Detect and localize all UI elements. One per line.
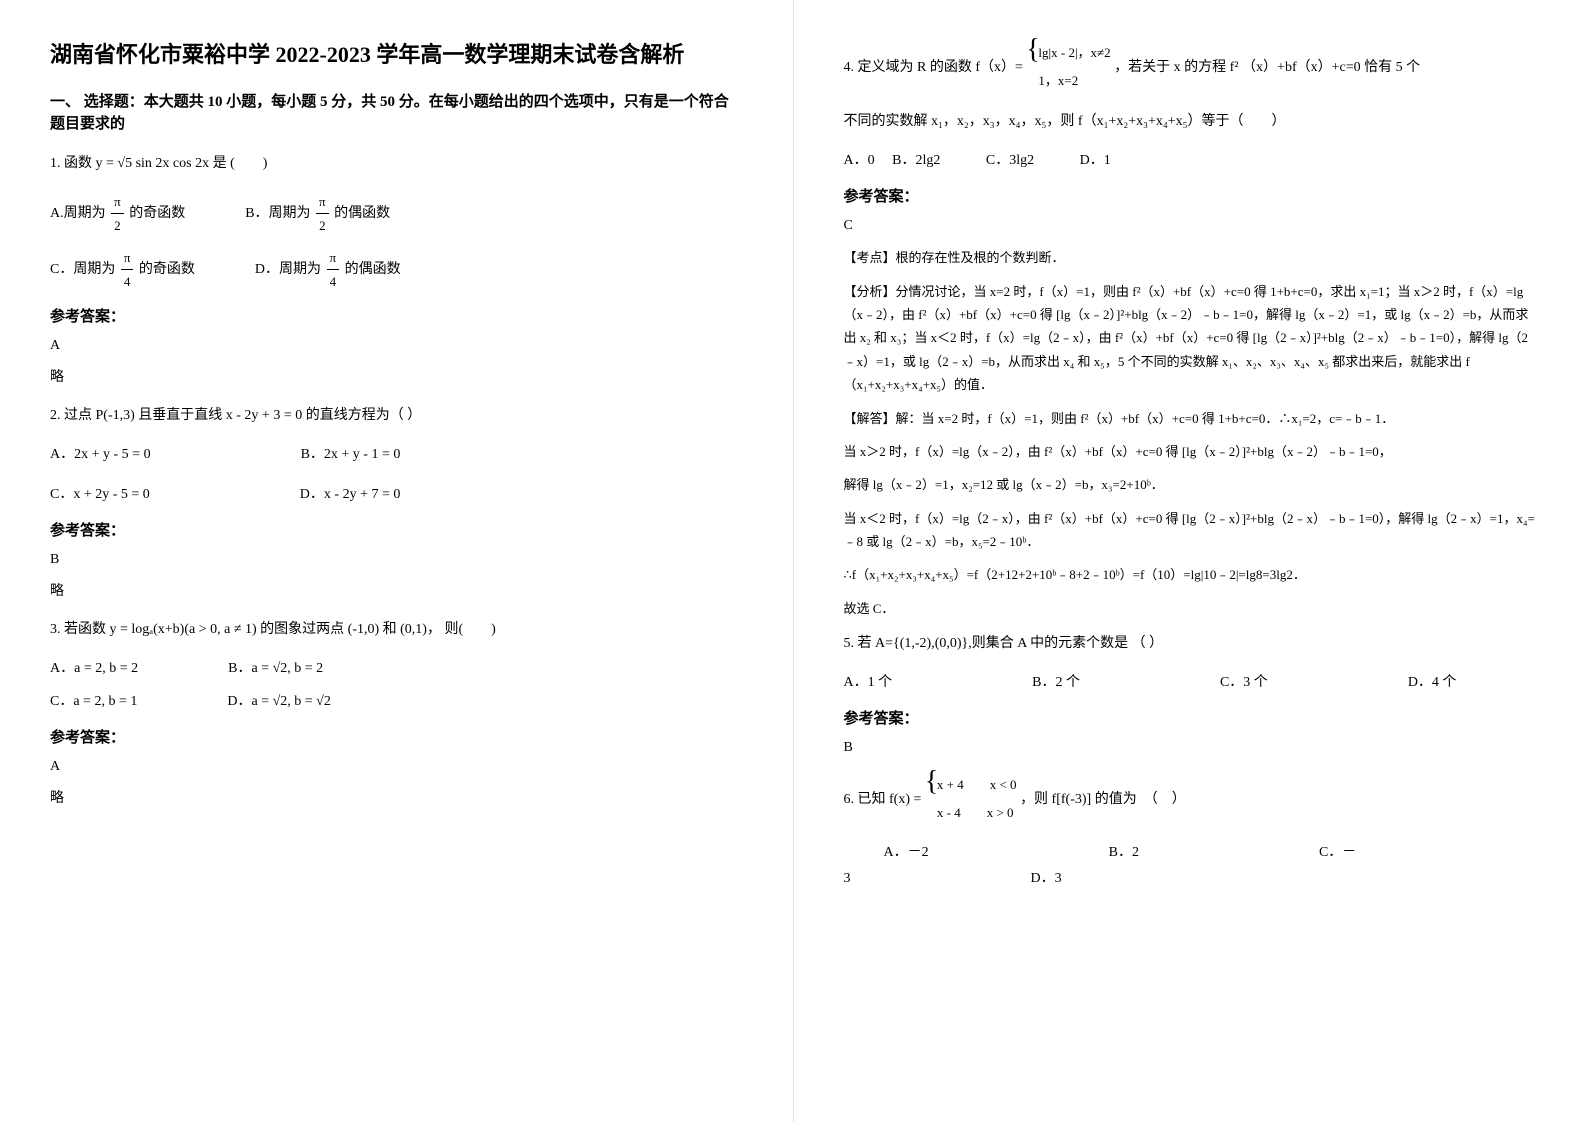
q4-piecewise: lg|x - 2|，x≠2 1，x=2	[1026, 40, 1110, 96]
q5-ans: B	[844, 740, 1538, 756]
q5-stem: 5. 若 A={(1,-2),(0,0)},则集合 A 中的元素个数是 （ ）	[844, 630, 1538, 658]
section-heading: 一、 选择题：本大题共 10 小题，每小题 5 分，共 50 分。在每小题给出的…	[50, 91, 743, 136]
q2-opt-a: A．2x + y - 5 = 0	[50, 442, 151, 467]
q6-options: A．－2 B．2 C．－ 3 D．3	[844, 840, 1538, 890]
q4-opt-b: B．2lg2	[892, 153, 940, 168]
q1-ans-label: 参考答案：	[50, 305, 743, 326]
q4-fx: 【分析】分情况讨论，当 x=2 时，f（x）=1，则由 f²（x）+bf（x）+…	[844, 280, 1538, 397]
q4-options: A．0 B．2lg2 C．3lg2 D．1	[844, 148, 1538, 173]
q4-opt-c: C．3lg2	[986, 153, 1034, 168]
q1-opt-c: C．周期为 π4 的奇函数	[50, 246, 195, 294]
q4-jd5: ∴f（x₁+x₂+x₃+x₄+x₅）=f（2+12+2+10ᵇ﹣8+2﹣10ᵇ）…	[844, 563, 1538, 586]
q1-opt-b: B．周期为 π2 的偶函数	[245, 190, 390, 238]
q4-ans: C	[844, 218, 1538, 234]
q2-opt-d: D．x - 2y + 7 = 0	[300, 482, 401, 507]
q2-ans: B	[50, 552, 743, 568]
q4-jd2: 当 x＞2 时，f（x）=lg（x﹣2），由 f²（x）+bf（x）+c=0 得…	[844, 440, 1538, 463]
q6-stem: 6. 已知 f(x) = x + 4 x < 0 x - 4 x > 0 ，则 …	[844, 772, 1538, 828]
q1-note: 略	[50, 366, 743, 386]
q5-ans-label: 参考答案：	[844, 707, 1538, 728]
q3-opt-a: A．a = 2, b = 2	[50, 656, 138, 681]
q4-jd6: 故选 C．	[844, 597, 1538, 620]
q3-options: A．a = 2, b = 2 B．a = √2, b = 2 C．a = 2, …	[50, 656, 743, 714]
page: 湖南省怀化市粟裕中学 2022-2023 学年高一数学理期末试卷含解析 一、 选…	[0, 0, 1587, 1122]
q3-note: 略	[50, 787, 743, 807]
q3-opt-c: C．a = 2, b = 1	[50, 689, 137, 714]
doc-title: 湖南省怀化市粟裕中学 2022-2023 学年高一数学理期末试卷含解析	[50, 40, 743, 71]
q1-opt-a: A.周期为 π2 的奇函数	[50, 190, 185, 238]
q2-opt-b: B．2x + y - 1 = 0	[301, 442, 401, 467]
q4-stem: 4. 定义域为 R 的函数 f（x）= lg|x - 2|，x≠2 1，x=2 …	[844, 40, 1538, 96]
q6-piecewise: x + 4 x < 0 x - 4 x > 0	[925, 772, 1017, 828]
q6-opt-c: C．－	[1319, 840, 1356, 865]
left-column: 湖南省怀化市粟裕中学 2022-2023 学年高一数学理期末试卷含解析 一、 选…	[0, 0, 794, 1122]
q3-stem: 3. 若函数 y = logₐ(x+b)(a > 0, a ≠ 1) 的图象过两…	[50, 616, 743, 644]
right-column: 4. 定义域为 R 的函数 f（x）= lg|x - 2|，x≠2 1，x=2 …	[794, 0, 1587, 1122]
q3-ans-label: 参考答案：	[50, 726, 743, 747]
q5-opt-d: D．4 个	[1408, 670, 1457, 695]
q4-jd3: 解得 lg（x﹣2）=1，x₂=12 或 lg（x﹣2）=b，x₃=2+10ᵇ．	[844, 473, 1538, 496]
q4-jd4: 当 x＜2 时，f（x）=lg（2﹣x），由 f²（x）+bf（x）+c=0 得…	[844, 507, 1538, 554]
q4-jd1: 【解答】解：当 x=2 时，f（x）=1，则由 f²（x）+bf（x）+c=0 …	[844, 407, 1538, 430]
q4-ans-label: 参考答案：	[844, 185, 1538, 206]
q5-options: A．1 个 B．2 个 C．3 个 D．4 个	[844, 670, 1538, 695]
q1-opt-d: D．周期为 π4 的偶函数	[255, 246, 401, 294]
q6-opt-a: A．－2	[884, 840, 929, 865]
q4-stem-2: 不同的实数解 x₁，x₂，x₃，x₄，x₅，则 f（x₁+x₂+x₃+x₄+x₅…	[844, 108, 1538, 136]
q4-opt-a: A．0	[844, 153, 875, 168]
q6-opt-d: D．3	[1031, 866, 1062, 891]
q2-note: 略	[50, 580, 743, 600]
q5-opt-b: B．2 个	[1032, 670, 1080, 695]
q1-stem: 1. 函数 y = √5 sin 2x cos 2x 是 ( )	[50, 150, 743, 178]
q5-opt-c: C．3 个	[1220, 670, 1268, 695]
q3-ans: A	[50, 759, 743, 775]
q5-opt-a: A．1 个	[844, 670, 893, 695]
q2-ans-label: 参考答案：	[50, 519, 743, 540]
q1-ans: A	[50, 338, 743, 354]
q3-opt-d: D．a = √2, b = √2	[227, 689, 330, 714]
q2-opt-c: C．x + 2y - 5 = 0	[50, 482, 150, 507]
q1-options: A.周期为 π2 的奇函数 B．周期为 π2 的偶函数 C．周期为 π4 的奇函…	[50, 190, 743, 294]
q4-kd: 【考点】根的存在性及根的个数判断．	[844, 246, 1538, 269]
q6-opt-line2a: 3	[844, 866, 851, 891]
q6-opt-b: B．2	[1109, 840, 1139, 865]
q2-stem: 2. 过点 P(-1,3) 且垂直于直线 x - 2y + 3 = 0 的直线方…	[50, 402, 743, 430]
q2-options: A．2x + y - 5 = 0 B．2x + y - 1 = 0 C．x + …	[50, 442, 743, 506]
q3-opt-b: B．a = √2, b = 2	[228, 656, 323, 681]
q4-opt-d: D．1	[1080, 153, 1111, 168]
